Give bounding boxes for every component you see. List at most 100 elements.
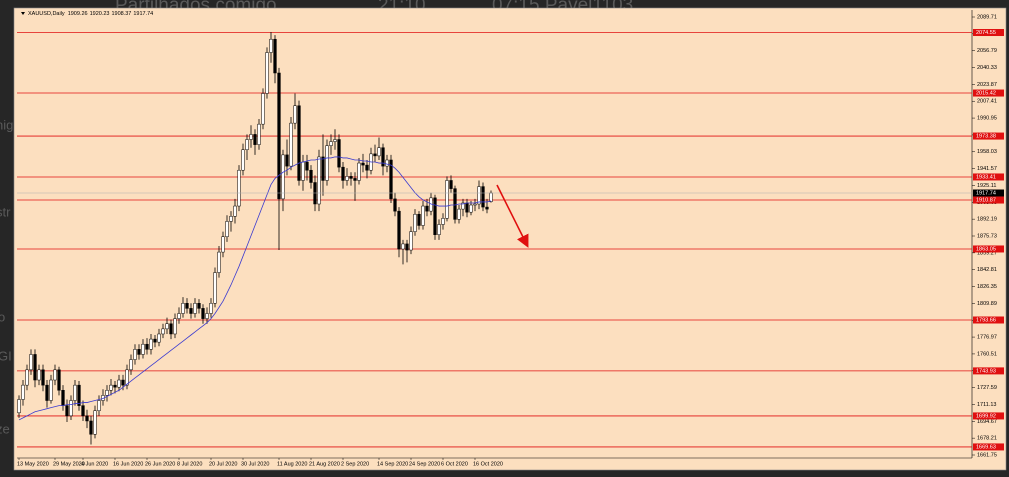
candle-body: [29, 354, 33, 371]
candle-body: [473, 203, 477, 206]
candle-body: [157, 333, 161, 343]
candle-body: [77, 384, 81, 406]
current-price-label: 1917.74: [976, 190, 996, 196]
candle-body: [317, 156, 321, 205]
y-tick-label: 1892.19: [977, 217, 997, 223]
candle-body: [261, 93, 265, 125]
y-tick-label: 1859.27: [977, 250, 997, 256]
high: 1920.23: [90, 11, 110, 17]
level-label-box: [973, 367, 1004, 375]
candle-body: [461, 202, 465, 210]
level-label-box: [973, 173, 1004, 181]
y-tick-label: 1990.95: [977, 116, 997, 122]
candle-body: [485, 206, 489, 210]
candle-body: [53, 369, 57, 381]
candle-body: [41, 369, 45, 386]
background-text: ze: [0, 421, 10, 436]
candle-body: [25, 369, 29, 386]
y-tick-label: 1842.81: [977, 267, 997, 273]
y-tick-label: 1925.11: [977, 183, 996, 189]
candle-body: [121, 379, 125, 386]
candle-body: [445, 180, 449, 219]
candle-body: [253, 134, 257, 145]
candle-body: [301, 161, 305, 181]
candle-body: [81, 405, 85, 417]
candle-body: [249, 134, 253, 140]
candle-body: [177, 313, 181, 319]
level-label: 1793.66: [976, 317, 996, 323]
y-tick-label: 1875.73: [977, 233, 997, 239]
candle-body: [341, 166, 345, 181]
level-label-box: [973, 132, 1004, 140]
candle-body: [85, 415, 89, 422]
candle-body: [201, 308, 205, 319]
candle-body: [405, 243, 409, 251]
level-label-box: [973, 29, 1004, 37]
candle-body: [37, 369, 41, 381]
candle-body: [229, 216, 233, 222]
candle-body: [357, 162, 361, 181]
candle-body: [373, 153, 377, 157]
x-tick-label: 24 Sep 2020: [409, 461, 440, 467]
x-tick-label: 8 Jul 2020: [177, 461, 202, 467]
candle-body: [193, 303, 197, 314]
candle-body: [129, 359, 133, 371]
candle-body: [93, 410, 97, 435]
candle-body: [65, 405, 69, 417]
candle-body: [281, 154, 285, 200]
y-tick-label: 1958.03: [977, 149, 997, 155]
x-tick-label: 21 Aug 2020: [309, 461, 340, 467]
background-text: o: [0, 309, 5, 324]
x-tick-label: 26 Jun 2020: [145, 461, 175, 467]
candle-body: [117, 379, 121, 388]
candle-body: [105, 390, 109, 396]
x-tick-label: 13 May 2020: [17, 461, 49, 467]
y-tick-label: 1826.35: [977, 284, 997, 290]
candle-body: [417, 213, 421, 226]
y-tick-label: 1694.67: [977, 419, 997, 425]
current-price-box: [973, 189, 1004, 197]
candle-body: [289, 122, 293, 167]
level-label: 1669.63: [976, 444, 996, 450]
moving-average: [18, 156, 492, 421]
level-label: 2015.42: [976, 90, 996, 96]
candle-body: [329, 141, 333, 146]
x-tick-label: 4 Jun 2020: [81, 461, 108, 467]
candle-body: [273, 38, 277, 74]
level-label: 1863.05: [976, 246, 996, 252]
y-tick-label: 2007.41: [977, 99, 997, 105]
level-label-box: [973, 89, 1004, 97]
candle-body: [437, 224, 441, 235]
candle-body: [269, 38, 273, 53]
candle-body: [401, 243, 405, 250]
y-tick-label: 1776.97: [977, 335, 997, 341]
candle-body: [225, 221, 229, 237]
candle-body: [333, 139, 337, 142]
candle-body: [457, 208, 461, 220]
candle-body: [293, 105, 297, 124]
candle-body: [465, 202, 469, 213]
x-tick-label: 20 Jul 2020: [209, 461, 237, 467]
y-tick-label: 1809.89: [977, 301, 997, 307]
candle-body: [161, 328, 165, 335]
candle-body: [349, 176, 353, 179]
x-tick-label: 16 Oct 2020: [473, 461, 503, 467]
level-label-box: [973, 196, 1004, 204]
candle-body: [137, 349, 141, 355]
candle-body: [109, 384, 113, 391]
candle-body: [481, 186, 485, 208]
candle-body: [413, 213, 417, 232]
menu-triangle: [21, 12, 25, 15]
candle-body: [57, 369, 61, 391]
candle-body: [337, 139, 341, 168]
y-tick-label: 1661.75: [977, 452, 997, 458]
open: 1909.26: [68, 11, 88, 17]
candle-body: [241, 149, 245, 171]
y-tick-label: 2056.79: [977, 48, 997, 54]
candle-body: [277, 72, 281, 200]
candle-body: [321, 156, 325, 181]
candle-body: [69, 400, 73, 417]
y-tick-label: 1711.13: [977, 402, 996, 408]
plot: 1661.751678.211694.671711.131727.591744.…: [17, 14, 1004, 467]
